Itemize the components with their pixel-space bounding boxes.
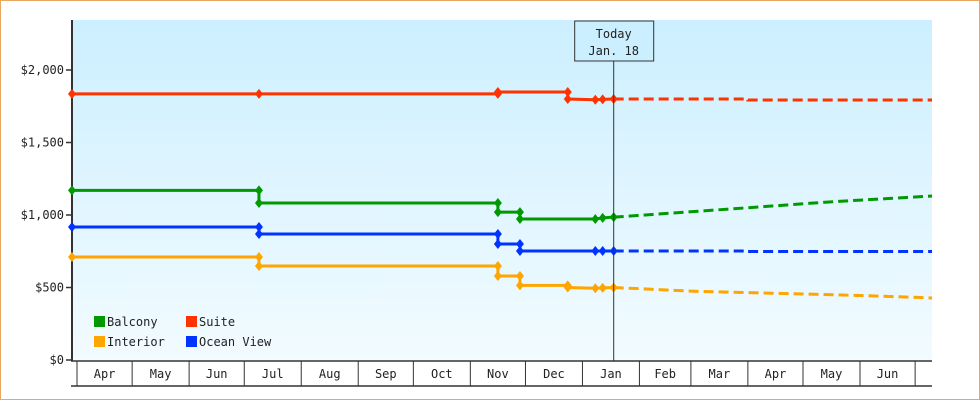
data-point-interior[interactable]: [591, 283, 600, 294]
data-point-ocean-view[interactable]: [254, 222, 263, 233]
data-point-balcony[interactable]: [591, 214, 600, 225]
series-line-balcony: [72, 188, 614, 221]
legend-label: Ocean View: [199, 335, 272, 349]
x-tick-label: Jun: [877, 367, 899, 381]
legend-swatch: [94, 316, 105, 327]
data-point-interior[interactable]: [598, 282, 607, 293]
data-point-suite[interactable]: [68, 88, 76, 99]
x-tick-label: Sep: [375, 367, 397, 381]
data-point-balcony[interactable]: [515, 207, 524, 218]
x-tick-label: Apr: [765, 367, 787, 381]
data-point-ocean-view[interactable]: [598, 245, 607, 256]
legend-label: Suite: [199, 315, 235, 329]
forecast-line-balcony: [613, 194, 933, 219]
data-point-balcony[interactable]: [68, 185, 76, 196]
data-point-balcony[interactable]: [493, 197, 502, 208]
data-point-balcony[interactable]: [254, 197, 263, 208]
y-tick-label: $1,500: [21, 136, 64, 150]
data-point-balcony[interactable]: [598, 212, 607, 223]
data-point-suite[interactable]: [591, 94, 600, 105]
data-point-ocean-view[interactable]: [591, 245, 600, 256]
legend-item-suite[interactable]: Suite: [186, 315, 235, 329]
x-tick-label: May: [821, 367, 843, 381]
x-tick-label: Aug: [319, 367, 341, 381]
legend-label: Balcony: [107, 315, 158, 329]
x-tick-label: Mar: [709, 367, 731, 381]
x-tick-label: May: [150, 367, 172, 381]
legend-swatch: [94, 336, 105, 347]
data-point-balcony[interactable]: [493, 207, 502, 218]
today-box: [574, 20, 655, 62]
today-label: Today: [596, 27, 632, 41]
data-point-ocean-view[interactable]: [254, 228, 263, 239]
data-point-balcony[interactable]: [515, 214, 524, 225]
data-point-interior[interactable]: [515, 271, 524, 282]
x-tick-label: Jul: [262, 367, 284, 381]
x-tick-label: Jun: [206, 367, 228, 381]
forecast-line-interior: [613, 286, 933, 300]
data-point-ocean-view[interactable]: [515, 239, 524, 249]
data-point-interior[interactable]: [68, 252, 76, 263]
data-point-ocean-view[interactable]: [493, 228, 502, 239]
x-tick-label: Jan: [600, 367, 622, 381]
forecast-line-suite: [613, 97, 932, 102]
data-point-suite[interactable]: [493, 87, 502, 98]
x-tick-label: Oct: [431, 367, 453, 381]
y-tick-label: $1,000: [21, 208, 64, 222]
x-tick-label: Feb: [654, 367, 676, 381]
x-tick-label: Apr: [94, 367, 116, 381]
legend-item-balcony[interactable]: Balcony: [94, 315, 158, 329]
today-date: Jan. 18: [588, 44, 639, 58]
data-point-interior[interactable]: [515, 280, 524, 291]
data-point-suite[interactable]: [563, 87, 572, 98]
data-point-ocean-view[interactable]: [493, 239, 502, 249]
legend-label: Interior: [107, 335, 165, 349]
data-point-ocean-view[interactable]: [515, 245, 524, 256]
data-point-suite[interactable]: [563, 94, 572, 104]
data-point-suite[interactable]: [254, 88, 263, 99]
legend-item-interior[interactable]: Interior: [94, 335, 165, 349]
data-point-ocean-view[interactable]: [68, 222, 76, 233]
y-tick-label: $2,000: [21, 63, 64, 77]
data-point-interior[interactable]: [254, 252, 263, 263]
legend-item-ocean-view[interactable]: Ocean View: [186, 335, 272, 349]
y-tick-label: $0: [50, 353, 64, 367]
x-tick-label: Nov: [487, 367, 509, 381]
data-point-suite[interactable]: [598, 94, 607, 105]
data-point-balcony[interactable]: [254, 185, 263, 196]
data-point-interior[interactable]: [563, 282, 572, 293]
x-tick-label: Dec: [543, 367, 565, 381]
forecast-line-ocean-view: [613, 249, 932, 254]
y-tick-label: $500: [35, 281, 64, 295]
data-point-interior[interactable]: [254, 261, 263, 272]
legend-swatch: [186, 316, 197, 327]
data-point-interior[interactable]: [493, 261, 502, 272]
data-point-interior[interactable]: [493, 271, 502, 282]
legend-swatch: [186, 336, 197, 347]
